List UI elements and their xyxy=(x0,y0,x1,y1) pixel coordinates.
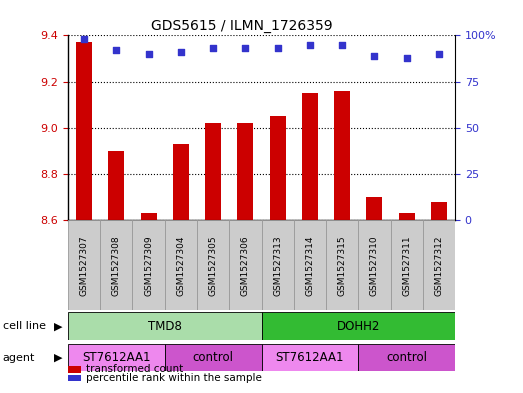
FancyBboxPatch shape xyxy=(262,344,358,371)
Bar xyxy=(399,213,415,220)
Bar xyxy=(302,93,318,220)
Text: GSM1527306: GSM1527306 xyxy=(241,235,250,296)
Text: GSM1527314: GSM1527314 xyxy=(305,235,314,296)
Text: cell line: cell line xyxy=(3,321,46,331)
Text: GSM1527309: GSM1527309 xyxy=(144,235,153,296)
FancyBboxPatch shape xyxy=(326,220,358,310)
Bar xyxy=(141,213,157,220)
Text: ▶: ▶ xyxy=(54,353,63,363)
Title: GDS5615 / ILMN_1726359: GDS5615 / ILMN_1726359 xyxy=(151,19,333,33)
Point xyxy=(241,45,249,51)
Text: agent: agent xyxy=(3,353,35,363)
Point xyxy=(144,51,153,57)
Text: GSM1527307: GSM1527307 xyxy=(79,235,88,296)
Text: GSM1527312: GSM1527312 xyxy=(435,235,444,296)
Point xyxy=(338,41,346,48)
Text: GSM1527305: GSM1527305 xyxy=(209,235,218,296)
FancyBboxPatch shape xyxy=(165,344,262,371)
FancyBboxPatch shape xyxy=(68,312,262,340)
Point xyxy=(209,45,218,51)
Bar xyxy=(76,42,92,220)
Point xyxy=(80,36,88,42)
FancyBboxPatch shape xyxy=(197,220,229,310)
FancyBboxPatch shape xyxy=(68,344,165,371)
Text: ST7612AA1: ST7612AA1 xyxy=(82,351,151,364)
Text: ▶: ▶ xyxy=(54,321,63,331)
Bar xyxy=(431,202,447,220)
FancyBboxPatch shape xyxy=(132,220,165,310)
Point xyxy=(112,47,120,53)
Bar xyxy=(108,151,124,220)
FancyBboxPatch shape xyxy=(100,220,132,310)
FancyBboxPatch shape xyxy=(358,344,455,371)
Bar xyxy=(334,91,350,220)
Text: percentile rank within the sample: percentile rank within the sample xyxy=(86,373,262,383)
Point xyxy=(177,49,185,55)
Text: control: control xyxy=(386,351,427,364)
Point xyxy=(305,41,314,48)
Point xyxy=(370,53,379,59)
FancyBboxPatch shape xyxy=(262,220,294,310)
Bar xyxy=(173,144,189,220)
FancyBboxPatch shape xyxy=(423,220,455,310)
FancyBboxPatch shape xyxy=(391,220,423,310)
Point xyxy=(274,45,282,51)
Text: GSM1527304: GSM1527304 xyxy=(176,235,185,296)
FancyBboxPatch shape xyxy=(294,220,326,310)
Bar xyxy=(269,116,286,220)
FancyBboxPatch shape xyxy=(165,220,197,310)
Text: ST7612AA1: ST7612AA1 xyxy=(276,351,344,364)
Text: GSM1527310: GSM1527310 xyxy=(370,235,379,296)
Point xyxy=(435,51,443,57)
Text: control: control xyxy=(192,351,234,364)
Text: transformed count: transformed count xyxy=(86,364,184,375)
Bar xyxy=(237,123,254,220)
Bar xyxy=(366,197,382,220)
Text: GSM1527313: GSM1527313 xyxy=(273,235,282,296)
Text: DOHH2: DOHH2 xyxy=(337,320,380,333)
Point xyxy=(403,54,411,61)
Text: GSM1527311: GSM1527311 xyxy=(402,235,411,296)
FancyBboxPatch shape xyxy=(229,220,262,310)
Text: GSM1527315: GSM1527315 xyxy=(338,235,347,296)
Text: TMD8: TMD8 xyxy=(148,320,181,333)
FancyBboxPatch shape xyxy=(68,220,100,310)
FancyBboxPatch shape xyxy=(358,220,391,310)
Bar xyxy=(205,123,221,220)
Text: GSM1527308: GSM1527308 xyxy=(112,235,121,296)
FancyBboxPatch shape xyxy=(262,312,455,340)
